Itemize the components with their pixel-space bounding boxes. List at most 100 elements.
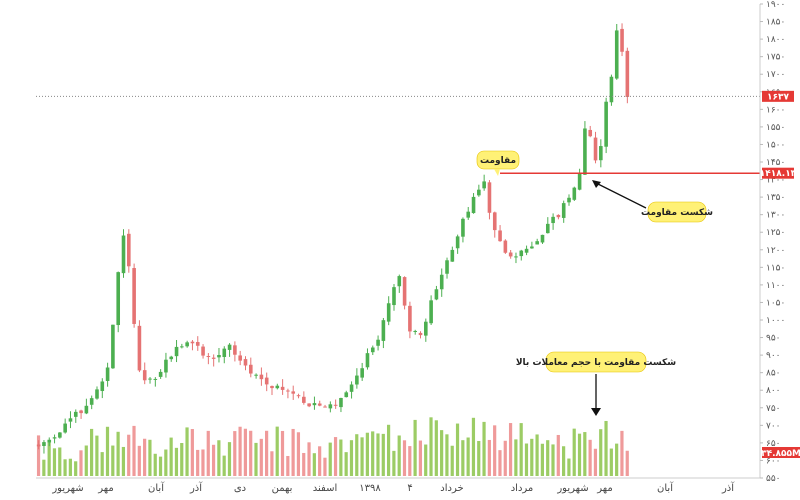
candle-body: [264, 377, 269, 385]
candle-body: [445, 260, 449, 274]
volume-bar: [577, 433, 582, 476]
candle-body: [127, 233, 131, 267]
candle-body: [291, 391, 296, 394]
volume-bar: [217, 440, 221, 476]
candle-body: [58, 432, 62, 438]
volume-bar: [174, 447, 179, 476]
price-tag-1637: ۱۶۳۷: [762, 90, 794, 102]
volume-bar: [588, 439, 592, 476]
candle-body: [275, 385, 280, 389]
volume-bar: [105, 426, 110, 476]
volume-bar: [307, 442, 311, 476]
candle-body: [551, 216, 555, 224]
candle-body: [68, 418, 73, 422]
y-tick-label: ۱۰۵۰: [766, 298, 785, 308]
candle-body: [36, 444, 41, 447]
volume-bar: [434, 420, 438, 476]
candle-body: [233, 345, 237, 355]
callout-resistance: مقاومت: [476, 150, 520, 176]
candle-body: [137, 325, 142, 371]
volume-bar: [211, 444, 216, 476]
volume-bar: [487, 439, 491, 476]
candle-body: [583, 128, 587, 175]
candle-body: [52, 437, 57, 439]
volume-bar: [440, 430, 444, 476]
candle-body: [360, 368, 364, 378]
y-tick-label: ۱۴۰۰: [766, 176, 785, 186]
breakout-arrow-head: [592, 180, 601, 188]
volume-bar: [47, 442, 51, 476]
y-tick-label: ۱۶۰۰: [766, 105, 785, 115]
volume-bar: [615, 443, 619, 476]
volume-bar: [265, 430, 269, 476]
x-tick-label: شهریور: [556, 483, 588, 494]
volume-bar: [562, 446, 566, 476]
volume-bar: [222, 455, 226, 476]
volume-bar: [89, 428, 94, 476]
candle-body: [604, 101, 608, 147]
volume-bar: [360, 437, 364, 476]
volume-bar: [386, 424, 391, 476]
volume-bar: [371, 431, 375, 476]
candle-body: [471, 196, 476, 214]
volume-bar: [424, 444, 428, 476]
candle-body: [206, 356, 211, 358]
candle-body: [524, 248, 529, 253]
candle-body: [84, 405, 89, 414]
candle-body: [312, 403, 317, 406]
candle-body: [132, 268, 136, 324]
candle-body: [599, 146, 603, 161]
candle-body: [302, 396, 306, 403]
volume-bar: [318, 446, 322, 476]
y-tick-label: ۱۹۰۰: [766, 0, 785, 10]
x-tick-label: آذر: [189, 481, 203, 494]
candle-body: [280, 386, 285, 390]
volume-bar: [206, 430, 210, 476]
candle-body: [158, 371, 163, 377]
volume-bar: [524, 443, 529, 476]
candle-body: [349, 384, 354, 392]
candlestick-series: [36, 23, 630, 454]
candle-body: [503, 240, 508, 253]
volume-bar: [302, 452, 306, 476]
volume-bar: [477, 440, 481, 476]
candle-body: [317, 403, 322, 406]
volume-bar: [583, 432, 587, 476]
x-tick-label: اسفند: [313, 483, 337, 494]
candle-body: [561, 203, 566, 218]
candle-body: [243, 359, 248, 366]
volume-bar: [450, 445, 454, 476]
candle-body: [386, 303, 391, 322]
volume-bar: [365, 432, 369, 476]
candle-body: [593, 137, 598, 161]
svg-text:۱۴۱۸.۱۳: ۱۴۱۸.۱۳: [760, 169, 797, 179]
volume-bar: [551, 444, 555, 476]
volume-bar: [445, 434, 449, 476]
volume-bar: [482, 421, 486, 476]
x-tick-label: آذر: [721, 481, 735, 494]
candle-body: [328, 404, 333, 409]
volume-bar: [455, 423, 460, 476]
x-axis-labels: شهریور مهر آبان آذر دی بهمن اسفند ۱۳۹۸ ۴ خرداد مرد…: [51, 481, 735, 494]
volume-bar: [74, 461, 78, 476]
candle-body: [89, 398, 94, 405]
volume-bar: [137, 445, 141, 476]
y-tick-label: ۱۵۵۰: [766, 123, 785, 133]
y-tick-label: ۱۸۰۰: [766, 35, 785, 45]
volume-bar: [58, 447, 62, 476]
volume-bar: [164, 449, 168, 476]
volume-bar: [143, 438, 147, 476]
candle-body: [477, 189, 481, 196]
candle-body: [413, 330, 418, 332]
candle-body: [195, 342, 200, 346]
volume-bar: [408, 446, 412, 476]
y-tick-label: ۹۵۰: [766, 334, 781, 344]
candle-body: [434, 289, 439, 300]
volume-bar: [286, 455, 290, 476]
candle-body: [164, 359, 168, 373]
candle-body: [169, 356, 174, 360]
volume-bar: [100, 452, 104, 476]
volume-bar: [42, 459, 46, 476]
x-tick-label: ۱۳۹۸: [359, 483, 381, 494]
x-tick-label: آبان: [657, 481, 674, 494]
